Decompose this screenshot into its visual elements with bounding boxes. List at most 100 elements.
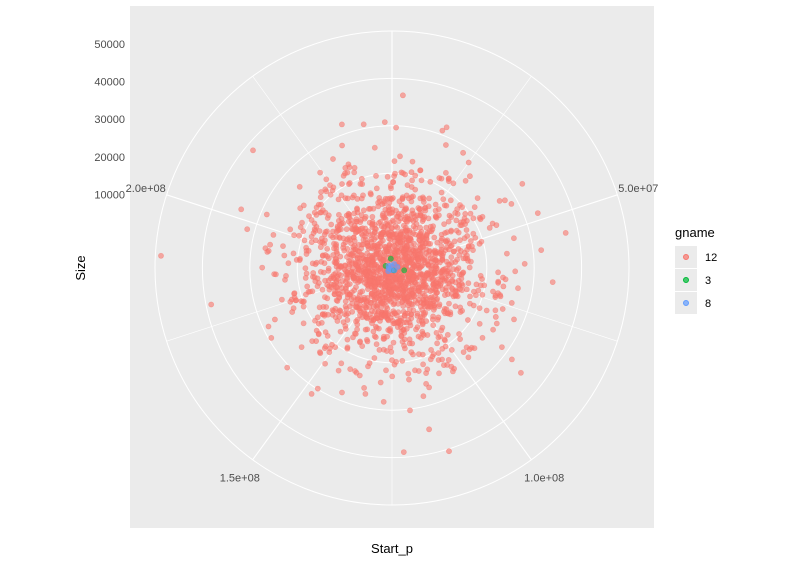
data-point-12 [377, 379, 384, 386]
data-point-12 [362, 390, 369, 397]
data-point-12 [343, 226, 350, 233]
data-point-12 [384, 221, 391, 227]
data-point-3 [401, 267, 408, 274]
data-point-12 [442, 169, 449, 176]
data-point-12 [395, 249, 402, 256]
data-point-12 [479, 213, 486, 220]
data-point-12 [358, 175, 365, 182]
data-point-12 [390, 218, 397, 225]
data-point-12 [389, 233, 396, 240]
data-point-12 [470, 215, 477, 222]
data-point-12 [428, 346, 434, 353]
data-point-12 [538, 247, 545, 253]
data-point-12 [512, 268, 519, 275]
data-point-12 [344, 236, 350, 243]
data-point-12 [348, 269, 354, 275]
data-point-12 [375, 325, 382, 332]
data-point-12 [476, 320, 483, 327]
data-point-12 [384, 333, 390, 340]
data-point-12 [399, 338, 406, 345]
data-point-12 [314, 314, 321, 321]
data-point-12 [349, 308, 356, 315]
data-points [267, 92, 508, 455]
data-point-12 [301, 237, 308, 244]
data-point-12 [330, 252, 337, 258]
data-point-12 [362, 313, 369, 320]
data-point-12 [300, 320, 307, 327]
data-point-12 [363, 298, 370, 305]
data-point-3 [387, 255, 394, 262]
data-point-12 [308, 217, 315, 223]
data-point-12 [479, 291, 486, 298]
data-point-12 [349, 252, 355, 259]
data-point-12 [413, 221, 420, 227]
data-point-12 [443, 277, 450, 283]
data-point-12 [348, 217, 354, 224]
data-point-12 [397, 153, 403, 160]
data-point-12 [432, 201, 439, 208]
data-point-12 [344, 345, 351, 352]
data-point-12 [317, 194, 324, 201]
data-point-12 [450, 180, 457, 187]
data-point-12 [300, 298, 307, 305]
data-point-12 [325, 267, 332, 274]
data-point-12 [419, 328, 426, 335]
data-point-12 [415, 288, 421, 294]
data-point-12 [450, 266, 457, 273]
data-point-12 [445, 356, 452, 363]
data-point-12 [323, 188, 330, 195]
data-point-12 [463, 227, 470, 233]
data-point-12 [439, 257, 446, 263]
data-point-12 [329, 341, 335, 348]
data-point-12 [282, 276, 288, 283]
data-point-12 [490, 288, 496, 295]
data-point-12 [439, 324, 446, 331]
data-point-8 [385, 265, 392, 272]
data-point-12 [389, 373, 396, 380]
data-point-12 [304, 283, 311, 290]
data-point-12 [464, 317, 471, 323]
data-point-12 [331, 291, 338, 297]
data-point-12 [449, 278, 456, 285]
data-point-12 [398, 333, 405, 340]
data-point-12 [338, 192, 345, 199]
data-point-12 [339, 181, 345, 187]
data-point-12 [445, 218, 452, 225]
legend-entry-8: 8 [675, 292, 711, 314]
data-point-12 [430, 249, 436, 256]
data-point-12 [423, 380, 429, 387]
data-point-12 [314, 385, 321, 392]
data-point-12 [410, 210, 417, 217]
data-point-12 [360, 192, 366, 199]
data-point-12 [379, 212, 386, 219]
data-point-12 [374, 315, 381, 321]
data-point-12 [415, 351, 422, 357]
theta-tick-labels: 5.0e+07 1.0e+08 1.5e+08 2.0e+08 [126, 183, 659, 485]
data-point-12 [392, 285, 399, 292]
data-point-12 [320, 303, 327, 310]
data-point-12 [263, 211, 270, 218]
data-point-12 [495, 279, 502, 286]
data-point-12 [432, 207, 439, 214]
data-point-12 [386, 206, 393, 213]
data-point-12 [435, 357, 442, 363]
data-point-12 [373, 251, 380, 257]
data-point-12 [427, 288, 434, 295]
data-point-12 [311, 209, 318, 216]
data-point-12 [308, 390, 315, 397]
data-point-12 [421, 311, 428, 318]
data-point-12 [483, 307, 490, 314]
data-point-12 [296, 183, 303, 190]
data-point-12 [402, 228, 408, 234]
data-point-12 [438, 231, 445, 238]
data-point-12 [353, 284, 359, 290]
data-point-12 [337, 253, 344, 260]
data-point-12 [456, 252, 463, 258]
data-point-12 [361, 215, 368, 222]
data-point-12 [379, 299, 386, 306]
data-point-12 [436, 175, 443, 181]
data-point-12 [375, 199, 381, 206]
data-point-12 [358, 212, 365, 218]
data-point-12 [303, 270, 310, 277]
legend: gname 12 3 8 [675, 225, 717, 314]
